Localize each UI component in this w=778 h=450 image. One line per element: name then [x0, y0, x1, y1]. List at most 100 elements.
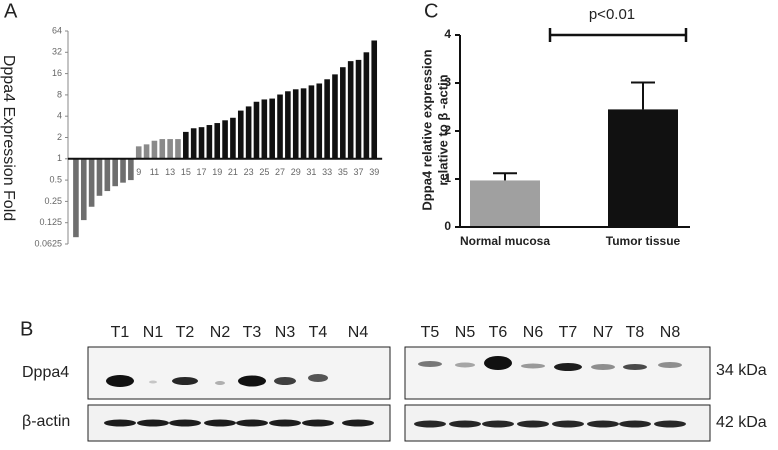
bar: [96, 158, 103, 196]
band: [342, 419, 374, 427]
band: [591, 364, 615, 370]
bar: [340, 67, 346, 159]
bar: [608, 109, 678, 227]
bar: [355, 59, 362, 159]
band: [308, 374, 328, 382]
bar: [332, 74, 338, 159]
band: [587, 420, 619, 428]
band: [137, 419, 169, 427]
band: [449, 420, 481, 428]
significance-bracket: [548, 28, 688, 42]
lane-label: N6: [523, 324, 544, 341]
y-tick-label: 0.125: [39, 217, 62, 227]
bar: [159, 139, 166, 159]
bar: [237, 110, 244, 159]
band: [269, 419, 301, 427]
x-tick-label: 23: [244, 167, 254, 177]
annotation: p<0.01: [589, 6, 635, 23]
x-tick-label: Tumor tissue: [606, 234, 681, 248]
x-tick-label: 21: [228, 167, 238, 177]
bar: [230, 117, 236, 159]
lane-label: N5: [455, 324, 476, 341]
bar: [151, 140, 158, 159]
bar: [222, 120, 228, 159]
y-tick-label: 8: [57, 89, 62, 99]
band: [172, 377, 198, 385]
size-label: 34 kDa: [716, 362, 767, 379]
y-tick-label: 0.25: [44, 196, 62, 206]
bar: [73, 158, 79, 238]
x-tick-label: 33: [322, 167, 332, 177]
bar: [190, 128, 197, 159]
band: [215, 381, 225, 385]
y-tick-label: 16: [52, 68, 62, 78]
y-tick-label: 0.0625: [34, 238, 62, 248]
lane-label: N7: [593, 324, 614, 341]
bar: [316, 83, 323, 159]
bar: [253, 101, 260, 159]
band: [482, 420, 514, 428]
band: [238, 375, 266, 387]
bar: [285, 91, 291, 159]
bar: [269, 98, 275, 159]
y-tick-label: 3: [444, 75, 451, 89]
band: [552, 420, 584, 428]
bar: [112, 158, 118, 187]
x-tick-label: 27: [275, 167, 285, 177]
x-tick-label: 29: [291, 167, 301, 177]
lane-label: N2: [210, 324, 231, 341]
y-axis-label: relative to β -actin: [435, 74, 450, 185]
y-axis-label: Dppa4 relative expression: [419, 49, 434, 210]
bar: [214, 123, 221, 159]
band: [654, 420, 686, 428]
lane-label: T8: [626, 324, 645, 341]
row-label: β-actin: [22, 413, 70, 430]
lane-label: N3: [275, 324, 296, 341]
band: [484, 356, 512, 370]
band: [619, 420, 651, 428]
bar: [80, 158, 87, 221]
x-tick-label: 15: [181, 167, 191, 177]
lane-label: N1: [143, 324, 164, 341]
bar: [135, 146, 142, 159]
lane-label: T2: [176, 324, 195, 341]
lane-label: T3: [243, 324, 262, 341]
y-tick-label: 32: [52, 47, 62, 57]
bar: [371, 40, 378, 159]
y-tick-label: 64: [52, 25, 62, 35]
y-axis-label: Dppa4 Expression Fold: [0, 55, 17, 221]
lane-label: T4: [309, 324, 328, 341]
bar: [143, 144, 150, 159]
lane-label: N4: [348, 324, 369, 341]
band: [418, 361, 442, 367]
bar: [470, 180, 540, 227]
panel-label: A: [4, 0, 18, 22]
band: [236, 419, 268, 427]
y-tick-label: 1: [57, 153, 62, 163]
bar: [88, 158, 95, 207]
band: [517, 420, 549, 428]
bar: [245, 106, 252, 159]
panel-label: C: [424, 0, 438, 22]
bar: [292, 89, 299, 159]
x-tick-label: 35: [338, 167, 348, 177]
band: [658, 362, 682, 368]
bar: [347, 61, 354, 159]
bar: [120, 158, 126, 183]
y-tick-label: 4: [444, 27, 451, 41]
x-tick-label: 9: [136, 167, 141, 177]
row-label: Dppa4: [22, 364, 69, 381]
x-tick-label: 31: [306, 167, 316, 177]
bar: [324, 79, 330, 159]
x-tick-label: 25: [259, 167, 269, 177]
y-tick-label: 2: [57, 132, 62, 142]
lane-label: N8: [660, 324, 681, 341]
band: [104, 419, 136, 427]
band: [204, 419, 236, 427]
bar: [261, 99, 268, 159]
bar: [104, 158, 111, 192]
y-tick-label: 0.5: [49, 174, 62, 184]
band: [106, 375, 134, 387]
